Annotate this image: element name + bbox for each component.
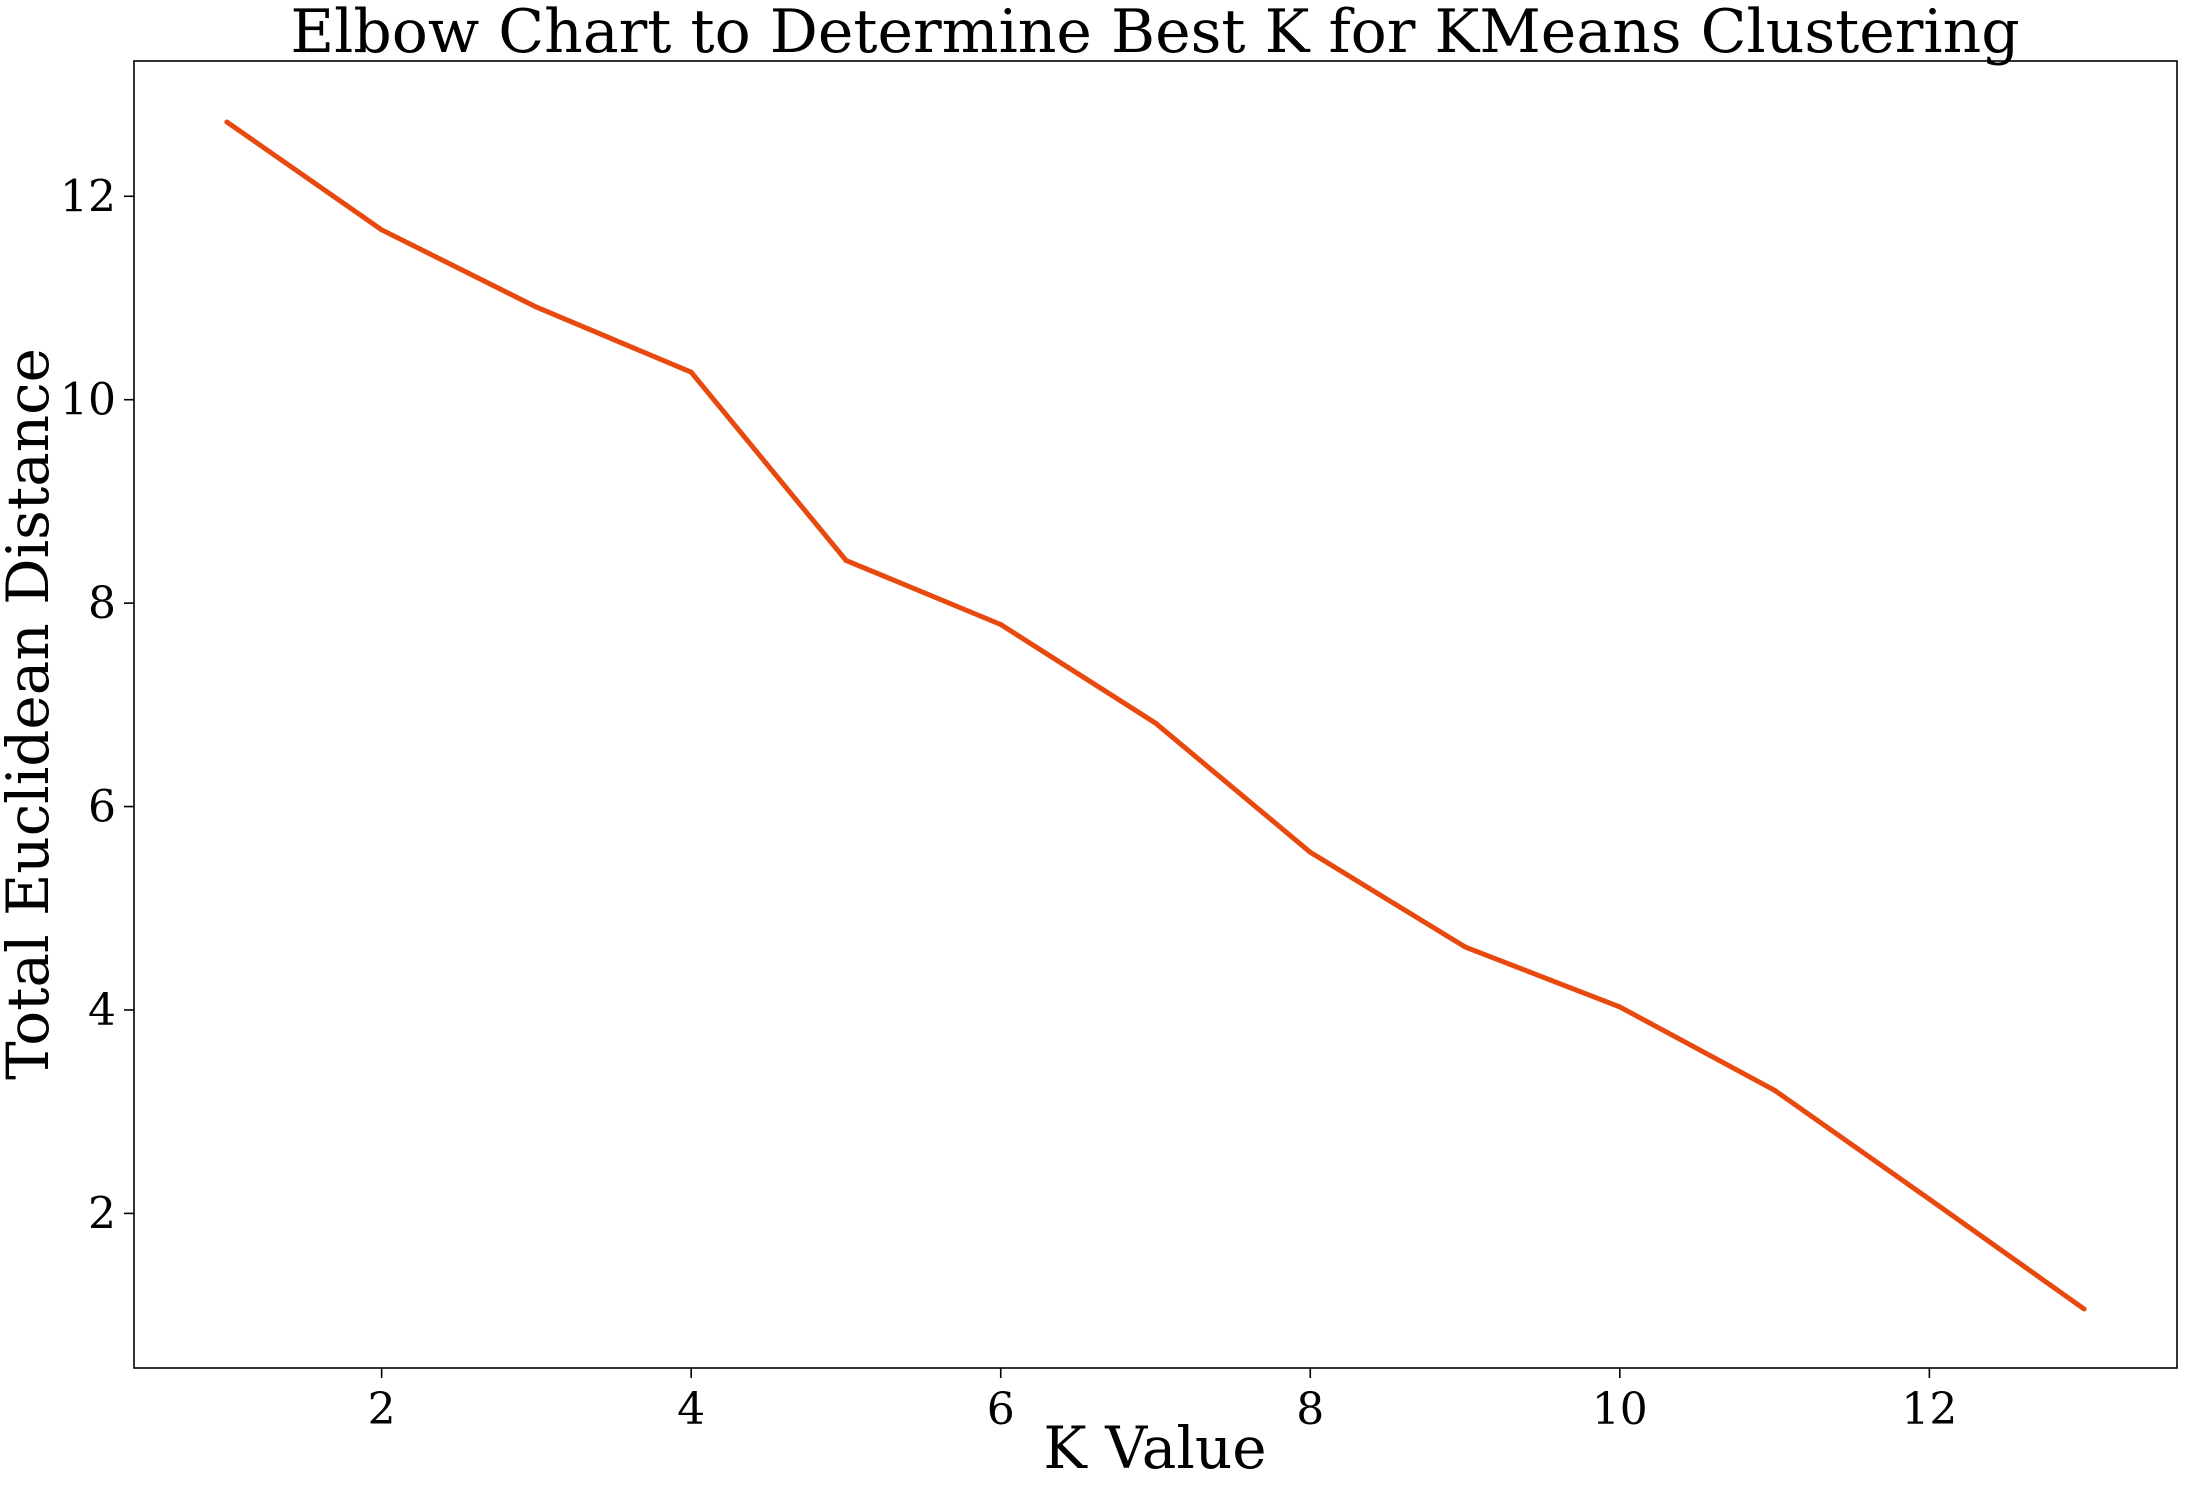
data-point <box>1926 1196 1932 1202</box>
series-layer <box>224 119 2087 1312</box>
y-tick-label: 10 <box>60 375 116 426</box>
data-point <box>2081 1306 2087 1312</box>
data-point <box>1307 849 1313 855</box>
x-tick-label: 2 <box>368 1384 396 1435</box>
data-point <box>533 304 539 310</box>
y-axis-ticks: 2 4 6 8 10 12 <box>60 171 134 1239</box>
x-tick-label: 10 <box>1592 1384 1648 1435</box>
data-point <box>998 621 1004 627</box>
data-point <box>379 227 385 233</box>
x-axis-ticks: 2 4 6 8 10 12 <box>368 1368 1957 1435</box>
y-tick-label: 2 <box>88 1188 116 1239</box>
data-point <box>688 369 694 375</box>
y-tick-label: 4 <box>88 985 116 1036</box>
chart-title: Elbow Chart to Determine Best K for KMea… <box>290 0 2019 67</box>
data-point <box>1462 944 1468 950</box>
x-tick-label: 8 <box>1296 1384 1324 1435</box>
data-point <box>1153 720 1158 726</box>
x-axis-label: K Value <box>1043 1414 1266 1482</box>
data-point <box>1772 1087 1778 1093</box>
data-point <box>1617 1004 1623 1010</box>
x-tick-label: 4 <box>677 1384 705 1435</box>
y-tick-label: 12 <box>60 171 116 222</box>
y-axis-label: Total Euclidean Distance <box>0 348 62 1080</box>
x-tick-label: 6 <box>987 1384 1015 1435</box>
data-point <box>843 557 849 563</box>
y-tick-label: 8 <box>88 578 116 629</box>
x-tick-label: 12 <box>1901 1384 1957 1435</box>
y-tick-label: 6 <box>88 782 116 833</box>
data-point <box>224 119 230 125</box>
